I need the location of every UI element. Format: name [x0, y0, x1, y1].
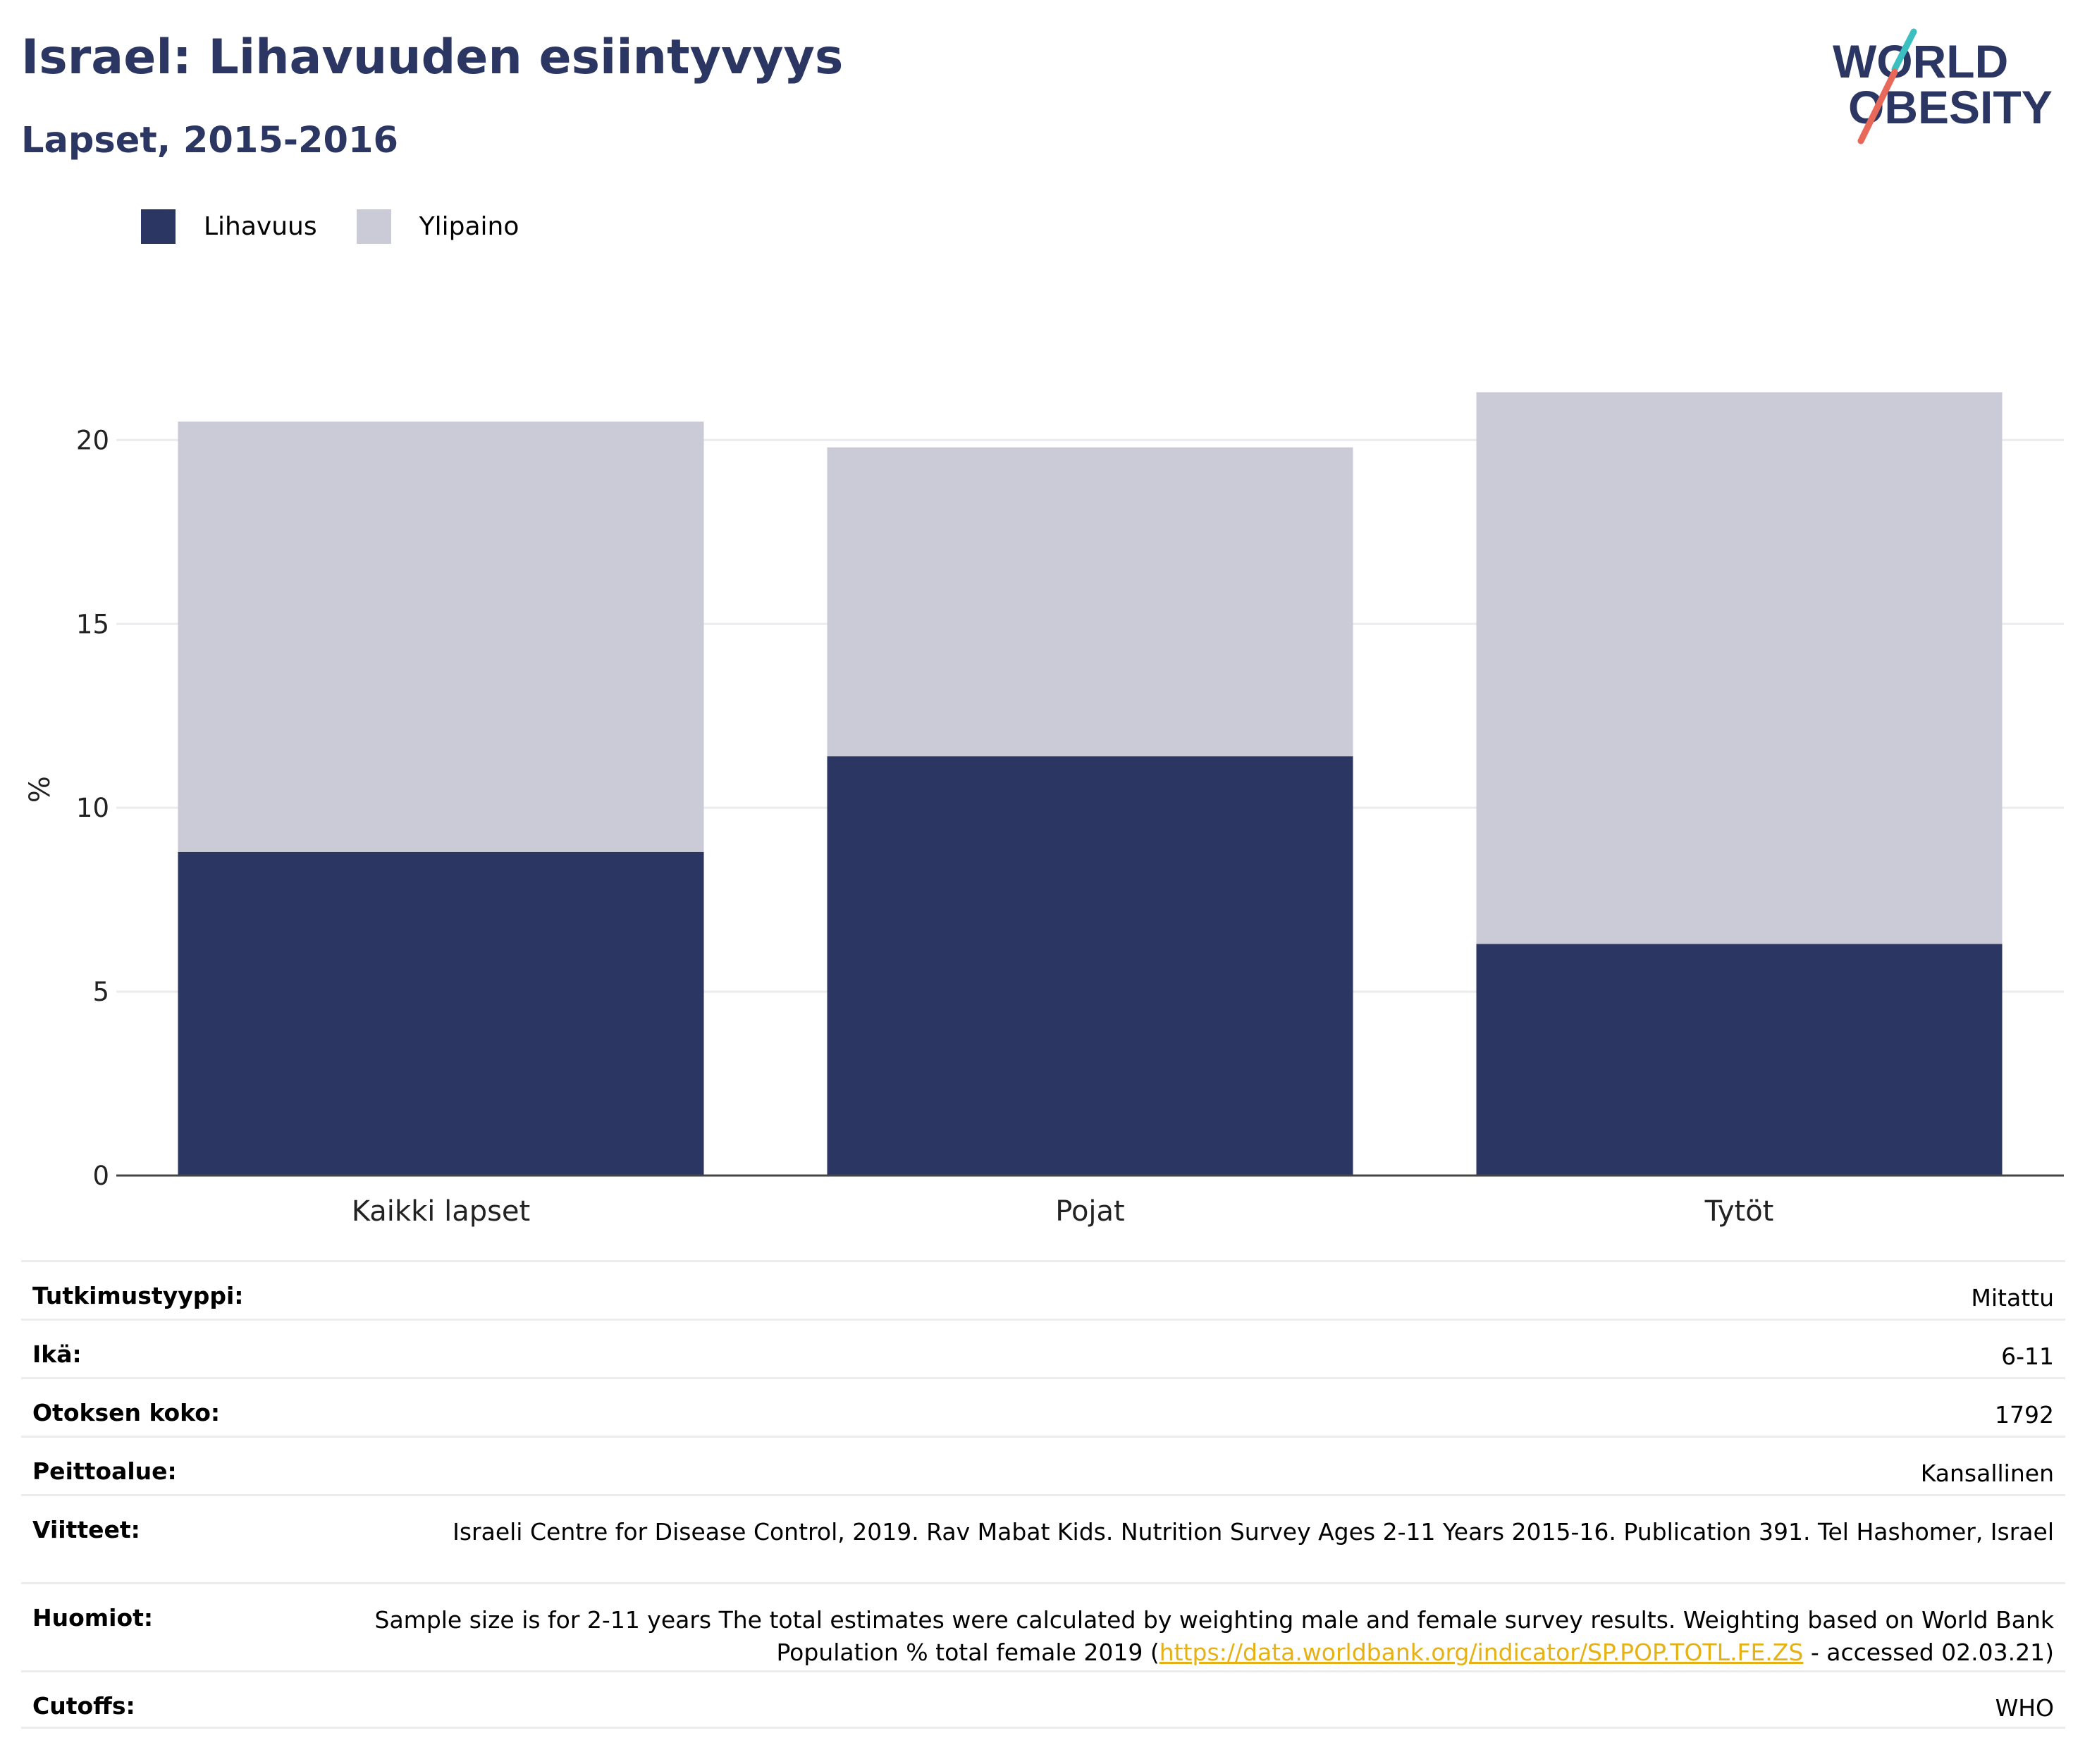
legend-item-ylipaino[interactable]: Ylipaino — [356, 209, 519, 244]
legend-swatch-lihavuus — [141, 209, 176, 244]
legend-label-ylipaino: Ylipaino — [419, 211, 519, 241]
info-value: 1792 — [1995, 1401, 2054, 1429]
info-value: WHO — [1995, 1694, 2054, 1722]
info-label: Peittoalue: — [32, 1457, 177, 1485]
y-tick-label: 5 — [92, 977, 109, 1007]
info-label: Otoksen koko: — [32, 1399, 221, 1426]
info-row-cutoffs: Cutoffs: WHO — [21, 1670, 2065, 1729]
logo-teal-slash — [1891, 28, 1917, 73]
info-value: Kansallinen — [1920, 1460, 2054, 1487]
info-label: Tutkimustyyppi: — [32, 1282, 244, 1309]
x-tick-label: Pojat — [1055, 1195, 1124, 1228]
x-tick-label: Kaikki lapset — [352, 1195, 530, 1228]
info-row-notes: Huomiot: Sample size is for 2-11 years T… — [21, 1582, 2065, 1670]
bar-ylipaino-0 — [178, 421, 704, 852]
logo-red-slash — [1857, 68, 1898, 144]
info-value: 6-11 — [2001, 1343, 2054, 1370]
legend: Lihavuus Ylipaino — [141, 209, 558, 244]
info-row-coverage: Peittoalue: Kansallinen — [21, 1436, 2065, 1494]
bar-ylipaino-2 — [1476, 392, 2003, 944]
y-tick-label: 0 — [92, 1161, 109, 1191]
x-tick-label: Tytöt — [1704, 1195, 1774, 1228]
study-info-table: Tutkimustyyppi: Mitattu Ikä: 6-11 Otokse… — [21, 1260, 2065, 1729]
logo-line2: OBESITY — [1848, 81, 2053, 133]
info-label: Ikä: — [32, 1340, 82, 1368]
notes-text-end: - accessed 02.03.21) — [1803, 1639, 2054, 1666]
y-tick-label: 20 — [76, 425, 109, 455]
chart-title: Israel: Lihavuuden esiintyvyys — [21, 30, 844, 85]
y-tick-label: 10 — [76, 793, 109, 823]
bar-lihavuus-1 — [827, 756, 1353, 1176]
notes-text: Sample size is for 2-11 years The total … — [374, 1606, 2055, 1666]
y-tick-label: 15 — [76, 609, 109, 639]
bar-chart: 0 5 10 15 20% Kaikki lapset Pojat Tytöt — [24, 392, 2064, 1228]
info-value: Mitattu — [1971, 1284, 2054, 1312]
info-value: Israeli Centre for Disease Control, 2019… — [453, 1518, 2054, 1546]
info-label: Viitteet: — [32, 1516, 140, 1543]
info-value: Sample size is for 2-11 years The total … — [328, 1604, 2055, 1670]
bar-lihavuus-2 — [1476, 944, 2003, 1176]
info-row-references: Viitteet: Israeli Centre for Disease Con… — [21, 1494, 2065, 1582]
y-axis-label: % — [24, 776, 56, 803]
worldbank-link[interactable]: https://data.worldbank.org/indicator/SP.… — [1159, 1639, 1804, 1666]
info-label: Huomiot: — [32, 1604, 154, 1632]
info-row-study-type: Tutkimustyyppi: Mitattu — [21, 1260, 2065, 1319]
logo-line1: WORLD — [1833, 35, 2008, 87]
info-row-sample-size: Otoksen koko: 1792 — [21, 1377, 2065, 1436]
legend-label-lihavuus: Lihavuus — [204, 211, 317, 241]
bar-lihavuus-0 — [178, 851, 704, 1176]
world-obesity-logo: WORLD OBESITY — [1833, 28, 2053, 144]
bar-ylipaino-1 — [827, 447, 1353, 757]
legend-item-lihavuus[interactable]: Lihavuus — [141, 209, 317, 244]
legend-swatch-ylipaino — [356, 209, 391, 244]
info-row-age: Ikä: 6-11 — [21, 1319, 2065, 1377]
chart-subtitle: Lapset, 2015-2016 — [21, 120, 398, 161]
info-label: Cutoffs: — [32, 1692, 135, 1720]
